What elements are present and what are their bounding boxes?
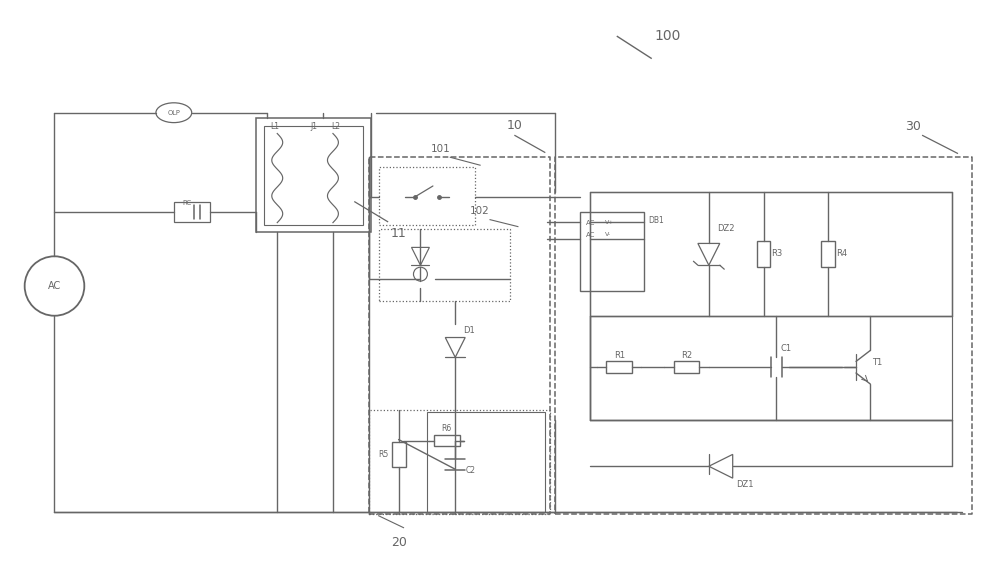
Text: V-: V-: [605, 232, 612, 237]
Text: 102: 102: [470, 206, 490, 215]
Text: R5: R5: [378, 450, 389, 459]
Text: L2: L2: [331, 122, 340, 131]
Text: RC: RC: [182, 200, 191, 206]
Text: AC: AC: [586, 219, 595, 226]
Text: J1: J1: [310, 122, 317, 131]
Text: DZ1: DZ1: [736, 480, 753, 489]
Text: 101: 101: [430, 145, 450, 154]
Text: DZ2: DZ2: [717, 223, 734, 233]
Text: R2: R2: [681, 351, 692, 361]
Text: T1: T1: [872, 358, 882, 367]
Text: AC: AC: [586, 232, 595, 237]
Text: C1: C1: [780, 344, 792, 353]
Text: R3: R3: [771, 249, 783, 258]
Text: 10: 10: [507, 119, 523, 131]
Text: AC: AC: [48, 281, 61, 291]
Text: 30: 30: [905, 119, 921, 132]
Text: 20: 20: [391, 536, 407, 548]
Text: 100: 100: [654, 29, 681, 43]
Text: V+: V+: [605, 219, 615, 225]
Text: OLP: OLP: [167, 109, 180, 116]
Text: D1: D1: [463, 325, 475, 335]
Text: R1: R1: [614, 351, 625, 361]
Text: 11: 11: [391, 226, 406, 240]
Text: DB1: DB1: [648, 215, 664, 225]
Text: C2: C2: [465, 466, 475, 475]
Text: R6: R6: [441, 423, 451, 433]
Text: L1: L1: [270, 122, 279, 131]
Text: R4: R4: [836, 249, 847, 258]
